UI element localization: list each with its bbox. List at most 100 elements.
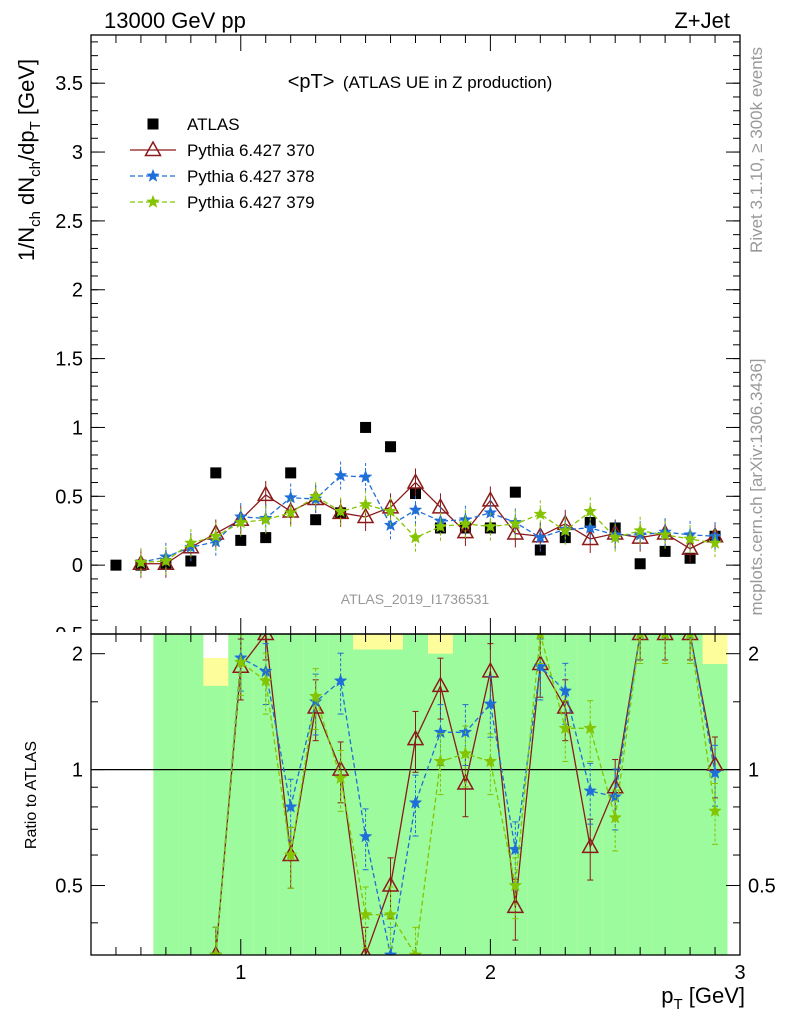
legend-label: ATLAS	[187, 115, 240, 134]
ratio-data-point	[433, 754, 448, 768]
legend-label: Pythia 6.427 370	[187, 141, 315, 160]
main-series-1	[132, 468, 724, 578]
ratio-data-point	[458, 746, 473, 760]
x-tick-label: 2	[485, 962, 496, 984]
main-data-point	[458, 516, 473, 530]
main-data-point	[360, 421, 372, 433]
main-data-point	[210, 467, 222, 479]
header-collision-label: 13000 GeV pp	[104, 8, 246, 33]
ratio-data-point	[283, 847, 298, 861]
main-data-point	[509, 486, 521, 498]
main-data-point	[285, 467, 297, 479]
main-data-point	[383, 504, 398, 518]
ratio-data-point	[708, 765, 722, 779]
ratio-y-axis-label: Ratio to ATLAS	[23, 741, 40, 849]
ratio-y-tick-label-right: 2	[748, 644, 759, 666]
ratio-data-point	[258, 673, 273, 687]
legend-marker	[144, 140, 162, 157]
ratio-panel-frame	[90, 633, 741, 956]
main-series-3	[134, 482, 722, 577]
ratio-data-point	[406, 729, 425, 746]
ratio-data-point	[533, 659, 548, 673]
main-data-point	[483, 505, 498, 519]
green-band-bin	[253, 634, 279, 955]
ratio-data-point	[208, 947, 223, 955]
ratio-data-point	[383, 947, 398, 955]
main-y-tick-label: 3	[72, 142, 83, 164]
main-y-tick-label: 2	[72, 280, 83, 302]
main-data-point	[533, 506, 548, 521]
main-y-tick-label: 0	[72, 555, 83, 577]
main-series-line	[140, 474, 716, 564]
ratio-data-point	[508, 842, 523, 856]
ratio-data-point	[685, 634, 695, 640]
mcplots-source-label: mcplots.cern.ch [arXiv:1306.3436]	[747, 358, 766, 615]
ratio-data-point	[256, 634, 275, 641]
main-series-layer	[110, 421, 724, 578]
ratio-data-point	[708, 803, 722, 817]
main-data-point	[583, 504, 598, 518]
main-data-point	[659, 545, 671, 557]
legend-label: Pythia 6.427 378	[187, 167, 315, 186]
ratio-data-point	[608, 810, 623, 824]
main-y-tick-label: 2.5	[55, 211, 83, 233]
ratio-data-point	[358, 829, 373, 843]
ratio-y-tick-label: 1	[72, 760, 83, 782]
ratio-y-tick-label: 2	[72, 644, 83, 666]
main-title-sub: (ATLAS UE in Z production)	[343, 73, 552, 92]
green-band-bin	[677, 634, 703, 955]
main-y-tick-label: 1	[72, 417, 83, 439]
legend: ATLAS Pythia 6.427 370 Pythia 6.427 378 Pyt…	[130, 115, 315, 212]
green-band-bin	[203, 685, 229, 955]
green-band-bin	[153, 634, 179, 955]
main-data-point	[385, 441, 397, 453]
main-data-point	[506, 523, 525, 540]
analysis-label: ATLAS_2019_I1736531	[341, 591, 490, 607]
main-y-axis-label: 1/Nch dNch/dpT [GeV]	[14, 59, 44, 261]
header-process-label: Z+Jet	[674, 8, 730, 33]
ratio-axes: 1 2 3 0.5 0.5 1 1 2 2	[55, 634, 776, 984]
main-data-point	[608, 530, 623, 544]
main-y-tick-label: 1.5	[55, 349, 83, 371]
ratio-data-point	[558, 683, 573, 697]
ratio-data-point	[583, 721, 598, 735]
main-data-point	[581, 529, 600, 546]
ratio-data-point	[536, 634, 545, 640]
main-data-point	[260, 532, 272, 544]
main-data-point	[283, 505, 298, 519]
ratio-data-point	[583, 783, 598, 797]
main-data-point	[134, 555, 148, 569]
main-data-point	[681, 539, 699, 555]
ratio-data-point	[358, 907, 373, 921]
main-series-line	[140, 481, 716, 565]
ratio-data-point	[483, 696, 498, 710]
green-band-bin	[403, 634, 428, 955]
main-data-point	[408, 502, 423, 516]
main-data-point	[308, 489, 323, 503]
panel-frames	[90, 34, 741, 956]
main-title-main: <pT>	[288, 71, 335, 93]
ratio-data-point	[508, 878, 523, 892]
legend-marker	[146, 194, 160, 208]
green-band-bin	[627, 634, 653, 955]
ratio-data-point	[233, 655, 248, 669]
ratio-data-point	[581, 837, 600, 854]
ratio-data-point	[456, 774, 475, 790]
main-data-point	[533, 530, 548, 544]
main-data-point	[508, 516, 523, 530]
main-data-point	[310, 514, 322, 526]
ratio-data-point	[383, 907, 398, 921]
ratio-y-tick-label-right: 0.5	[748, 876, 776, 898]
rivet-version-label: Rivet 3.1.10, ≥ 300k events	[747, 47, 766, 253]
main-data-point	[281, 501, 300, 518]
x-axis-label: pT [GeV]	[661, 983, 745, 1013]
main-title: <pT> (ATLAS UE in Z production)	[288, 71, 553, 93]
main-data-point	[433, 519, 448, 533]
main-data-point	[358, 497, 373, 511]
main-data-point	[233, 515, 248, 529]
main-y-tick-label: 3.5	[55, 73, 83, 95]
main-data-point	[708, 535, 722, 549]
ratio-series-layer	[208, 634, 724, 955]
main-data-point	[258, 512, 273, 526]
